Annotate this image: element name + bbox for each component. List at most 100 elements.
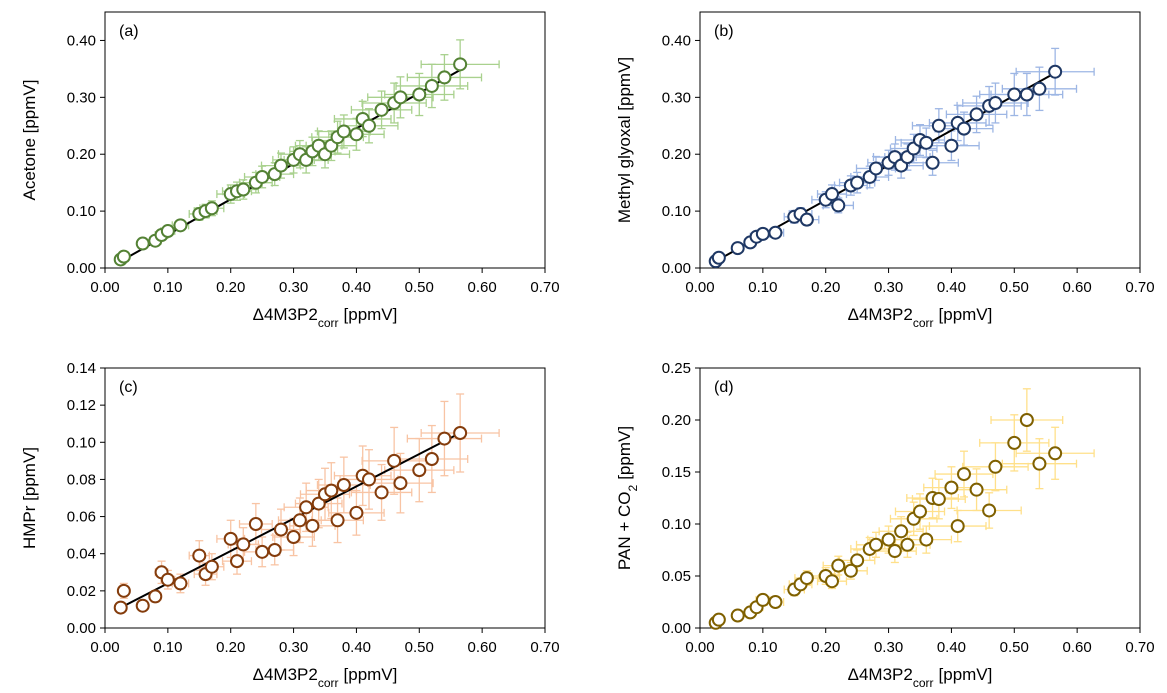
y-tick-label: 0.30 — [67, 89, 96, 106]
data-point — [160, 572, 175, 587]
panel-label: (a) — [119, 23, 139, 40]
y-tick-label: 0.10 — [67, 203, 96, 220]
data-point — [944, 138, 959, 153]
data-point — [931, 492, 946, 507]
data-point — [424, 78, 439, 93]
x-axis-label-part: Δ4M3P2 — [253, 665, 318, 684]
data-point — [950, 519, 965, 534]
x-tick-label: 0.70 — [530, 279, 559, 296]
data-point — [931, 118, 946, 133]
plot-frame — [104, 11, 546, 269]
x-axis-label-part: Δ4M3P2 — [253, 305, 318, 324]
x-tick-label: 0.50 — [405, 639, 434, 656]
data-point — [919, 135, 934, 150]
data-point — [299, 500, 314, 515]
data-point — [236, 537, 251, 552]
data-point — [248, 517, 263, 531]
x-tick-label: 0.50 — [1000, 639, 1029, 656]
panel-label: (c) — [119, 379, 138, 396]
data-point — [349, 127, 364, 142]
data-point — [799, 212, 814, 227]
x-axis-label: Δ4M3P2corr [ppmV] — [848, 305, 993, 330]
y-tick-label: 0.20 — [662, 412, 691, 429]
data-point — [869, 161, 883, 176]
x-tick-label: 0.70 — [530, 639, 559, 656]
x-axis-label: Δ4M3P2corr [ppmV] — [253, 665, 398, 690]
data-point — [925, 155, 940, 170]
data-point — [957, 121, 971, 136]
y-axis-label: HMPr [ppmV] — [20, 447, 39, 549]
y-axis-label: PAN + CO2 [ppmV] — [615, 426, 640, 570]
y-tick-label: 0.00 — [67, 260, 96, 277]
data-point — [324, 483, 339, 498]
data-point — [1007, 435, 1022, 450]
x-axis-label-part: [ppmV] — [939, 665, 993, 684]
y-axis-label-part: [ppmV] — [615, 426, 634, 480]
y-tick-label: 0.20 — [662, 146, 691, 163]
data-point — [988, 459, 1003, 474]
data-point — [267, 543, 282, 557]
data-point — [799, 571, 814, 586]
data-point — [988, 96, 1003, 111]
y-tick-label: 0.06 — [67, 509, 96, 526]
data-point — [755, 226, 770, 241]
data-point — [116, 249, 131, 264]
data-point — [919, 532, 934, 547]
x-tick-label: 0.30 — [279, 639, 308, 656]
y-tick-label: 0.10 — [67, 434, 96, 451]
data-point — [236, 182, 251, 197]
x-tick-label: 0.30 — [874, 639, 903, 656]
y-tick-label: 0.02 — [67, 583, 96, 600]
data-point — [286, 530, 301, 544]
data-point — [1048, 446, 1063, 461]
data-point — [1032, 81, 1047, 96]
data-point — [116, 583, 131, 598]
data-point — [1007, 87, 1022, 102]
data-point — [1019, 87, 1034, 102]
data-point — [274, 158, 288, 173]
data-point — [887, 544, 902, 559]
y-axis-label: Methyl glyoxal [ppmV] — [615, 57, 634, 223]
x-tick-label: 0.20 — [216, 639, 245, 656]
data-point — [957, 467, 971, 482]
y-tick-label: 0.40 — [662, 32, 691, 49]
plot-frame — [699, 367, 1141, 629]
y-tick-label: 0.10 — [662, 203, 691, 220]
panel: 0.00 0.10 0.20 0.30 0.40 0.50 0.60 0.70 0.00 0.05… — [615, 360, 1155, 690]
y-tick-label: 0.30 — [662, 89, 691, 106]
x-axis-label-part: Δ4M3P2 — [848, 665, 913, 684]
data-point — [412, 463, 427, 478]
data-point — [160, 224, 175, 239]
data-point — [336, 124, 351, 139]
plot-frame — [699, 11, 1141, 269]
x-tick-label: 0.60 — [468, 279, 497, 296]
x-tick-label: 0.50 — [405, 279, 434, 296]
y-tick-label: 0.00 — [662, 620, 691, 637]
y-tick-label: 0.00 — [662, 260, 691, 277]
x-tick-label: 0.40 — [937, 639, 966, 656]
x-axis-label-part: corr — [913, 676, 934, 690]
y-tick-label: 0.05 — [662, 568, 691, 585]
data-point — [825, 574, 839, 589]
x-axis-label-part: corr — [318, 316, 339, 330]
x-tick-label: 0.70 — [1125, 639, 1154, 656]
x-tick-label: 0.10 — [153, 639, 182, 656]
data-point — [362, 118, 376, 133]
x-axis-label-part: corr — [318, 676, 339, 690]
data-point — [831, 198, 846, 213]
y-axis-label-part: 2 — [626, 484, 640, 491]
y-axis-label-part: HMPr [ppmV] — [20, 447, 39, 549]
data-point — [330, 513, 345, 528]
data-point — [843, 563, 858, 578]
data-point — [230, 554, 244, 569]
plot-frame — [104, 367, 546, 629]
x-axis-label-part: [ppmV] — [344, 665, 398, 684]
data-point — [711, 612, 726, 627]
x-tick-label: 0.00 — [685, 279, 714, 296]
x-tick-label: 0.30 — [279, 279, 308, 296]
data-point — [711, 250, 726, 265]
data-point — [850, 553, 865, 568]
y-axis-label-part: PAN + CO — [615, 491, 634, 570]
x-tick-label: 0.00 — [90, 639, 119, 656]
data-point — [982, 503, 997, 518]
